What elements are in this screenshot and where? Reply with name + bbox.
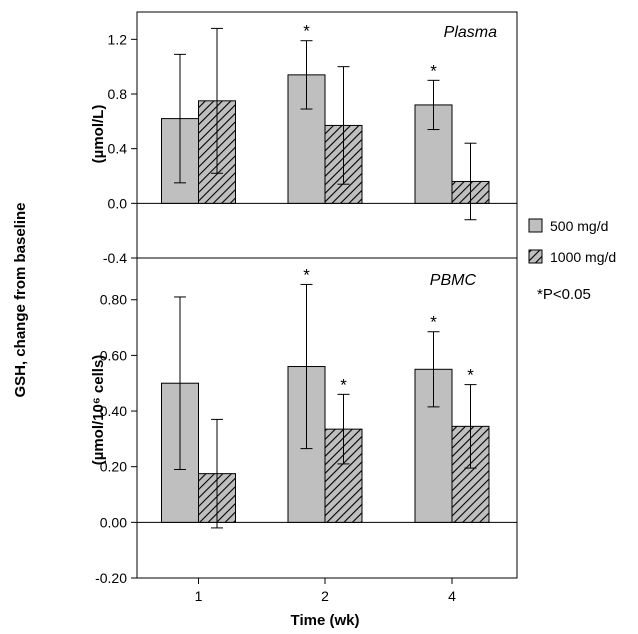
- pbmc-ytick-label: -0.20: [95, 570, 127, 586]
- x-tick-label: 4: [448, 588, 456, 604]
- x-tick-label: 1: [195, 588, 203, 604]
- pbmc-ytick-label: 0.60: [100, 347, 127, 363]
- pbmc-significance-star: *: [430, 313, 437, 332]
- pbmc-significance-star: *: [467, 366, 474, 385]
- plasma-ytick-label: 0.0: [108, 195, 128, 211]
- pbmc-ytick-label: 0.80: [100, 292, 127, 308]
- pbmc-ylabel: (µmol/10⁶ cells): [90, 355, 107, 466]
- shared-ylabel: GSH, change from baseline: [12, 202, 29, 397]
- x-tick-label: 2: [321, 588, 329, 604]
- xlabel: Time (wk): [291, 612, 360, 629]
- pbmc-plot-frame: [136, 257, 518, 579]
- pbmc-panel: -0.20 0.00 0.20 0.40 0.60 0.80 (µmol/10⁶ cells…: [90, 257, 518, 604]
- plasma-ytick-label: 0.4: [108, 141, 128, 157]
- plasma-significance-star: *: [430, 61, 437, 80]
- pbmc-panel-title: PBMC: [430, 272, 477, 289]
- legend-swatch-1000: [528, 249, 543, 264]
- plasma-panel: -0.4 0.0 0.4 0.8 1.2 (µmol/L) Plasma * *: [90, 11, 518, 266]
- pbmc-ytick-label: 0.20: [100, 459, 127, 475]
- plasma-ytick-label: -0.4: [103, 250, 127, 266]
- legend: 500 mg/d 1000 mg/d *P<0.05: [528, 218, 616, 303]
- pbmc-significance-star: *: [303, 265, 310, 284]
- legend-label-1000: 1000 mg/d: [550, 249, 616, 265]
- plasma-panel-title: Plasma: [444, 24, 497, 41]
- plasma-ylabel: (µmol/L): [90, 105, 107, 164]
- plasma-ytick-label: 0.8: [108, 86, 128, 102]
- pbmc-ytick-label: 0.40: [100, 403, 127, 419]
- pbmc-ytick-label: 0.00: [100, 514, 127, 530]
- legend-label-500: 500 mg/d: [550, 218, 608, 234]
- pbmc-significance-star: *: [340, 375, 347, 394]
- significance-note: *P<0.05: [537, 286, 591, 303]
- legend-swatch-500: [528, 218, 543, 233]
- plasma-ytick-label: 1.2: [108, 31, 128, 47]
- plasma-significance-star: *: [303, 22, 310, 41]
